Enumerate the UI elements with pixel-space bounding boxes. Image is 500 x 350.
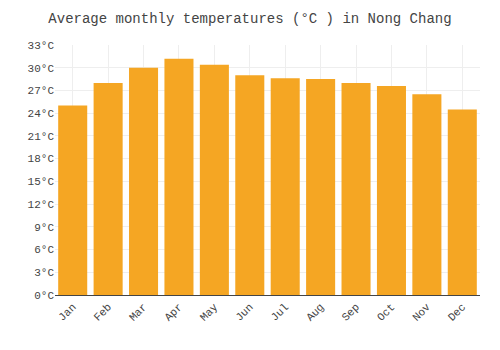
svg-text:Feb: Feb (92, 301, 114, 323)
svg-text:Jun: Jun (233, 301, 255, 323)
svg-text:0°C: 0°C (34, 290, 54, 302)
svg-text:30°C: 30°C (28, 63, 55, 75)
svg-text:24°C: 24°C (28, 108, 55, 120)
svg-text:Aug: Aug (304, 301, 326, 323)
svg-text:Average monthly temperatures (: Average monthly temperatures (°C ) in No… (48, 11, 451, 27)
svg-text:9°C: 9°C (34, 222, 54, 234)
svg-text:12°C: 12°C (28, 199, 55, 211)
svg-text:3°C: 3°C (34, 267, 54, 279)
svg-text:Jan: Jan (56, 301, 78, 323)
svg-text:Dec: Dec (446, 301, 468, 323)
svg-text:Jul: Jul (269, 301, 291, 323)
svg-text:Apr: Apr (162, 301, 184, 323)
svg-text:Oct: Oct (375, 301, 397, 323)
svg-text:15°C: 15°C (28, 176, 55, 188)
svg-text:18°C: 18°C (28, 153, 55, 165)
svg-text:Mar: Mar (127, 301, 149, 323)
svg-text:Sep: Sep (340, 301, 362, 323)
svg-text:6°C: 6°C (34, 244, 54, 256)
svg-text:May: May (198, 301, 221, 324)
svg-text:Nov: Nov (410, 301, 433, 324)
svg-text:33°C: 33°C (28, 40, 55, 52)
svg-text:27°C: 27°C (28, 85, 55, 97)
svg-text:21°C: 21°C (28, 131, 55, 143)
